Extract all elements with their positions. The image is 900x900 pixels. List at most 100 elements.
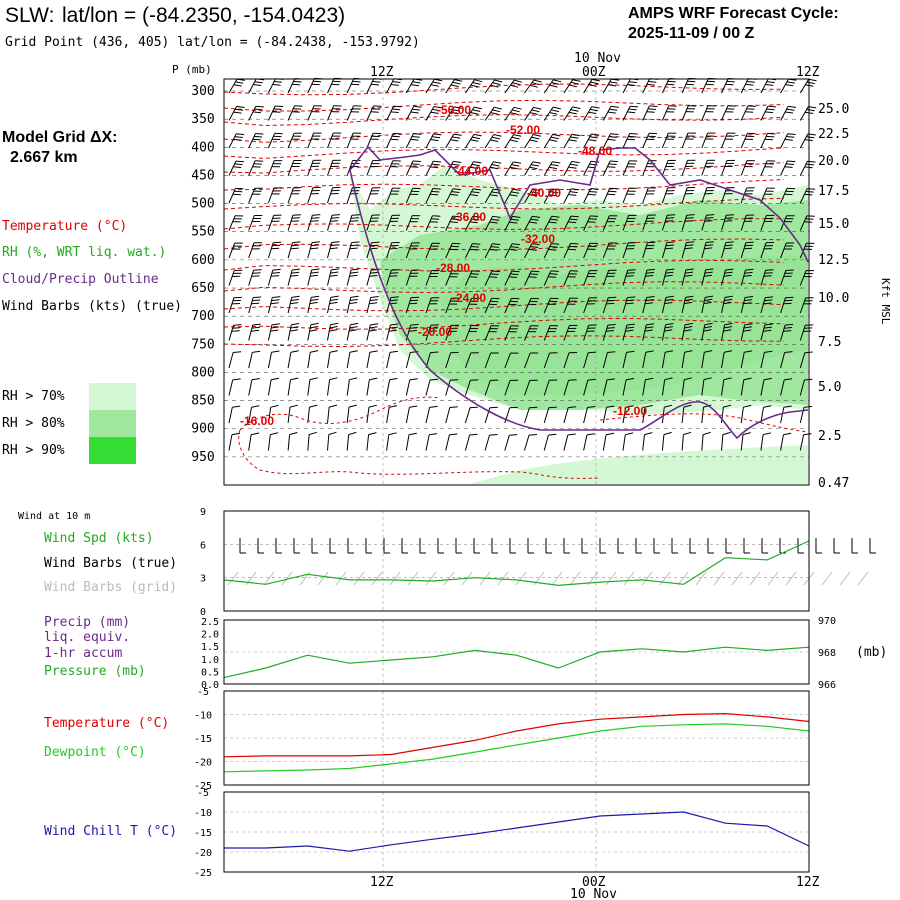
wind-barb-flag <box>270 302 279 305</box>
wind-barb <box>445 161 454 176</box>
wind-barb-flag <box>705 83 714 86</box>
wind-barb <box>484 380 491 396</box>
wind-spd-label: Wind Spd (kts) <box>44 531 154 546</box>
time-tick-top-1: 00Z <box>582 65 606 80</box>
wind-barb-flag <box>587 406 596 408</box>
wind-barb-flag <box>393 132 402 135</box>
temperature-label: Temperature (°C) <box>44 716 169 731</box>
wind-barb-flag <box>589 191 598 193</box>
wind-barb <box>267 215 275 231</box>
wind-barb-flag <box>450 139 459 142</box>
grid-barb <box>731 571 743 586</box>
wind-barb-flag <box>255 133 264 135</box>
legend-wind: Wind Barbs (kts) (true) <box>2 299 182 314</box>
wind-barb-flag <box>664 247 674 250</box>
wind-barb-flag <box>588 351 597 354</box>
windchill-panel: Wind Chill T (°C) -5 -10 -15 -20 -25 12Z 00Z… <box>44 788 820 900</box>
wind-barb-flag <box>531 243 540 245</box>
wind-barb <box>740 215 747 231</box>
wind-barb-flag <box>291 217 300 219</box>
wind-barb <box>386 379 391 396</box>
wind-barb <box>287 160 295 176</box>
wind-barb-flag <box>665 220 674 222</box>
wind-barb-flag <box>532 215 541 218</box>
wind-barb-flag <box>329 377 338 381</box>
wind-barb-flag <box>290 274 299 277</box>
wind-barb-flag <box>513 161 522 164</box>
wind-barb-flag <box>491 191 500 194</box>
wind-barb-flag <box>454 79 463 82</box>
wind-barb <box>464 215 474 231</box>
time-tick-bottom-2: 12Z <box>796 875 820 890</box>
wind-barbs-true-label: Wind Barbs (true) <box>44 556 177 571</box>
isotherm-line <box>223 162 785 174</box>
wind-barb-flag <box>311 217 320 219</box>
wind-barb-flag <box>351 241 360 244</box>
wind-barb <box>464 380 471 396</box>
pressure-tick: 350 <box>191 112 214 127</box>
pressure-series <box>223 646 810 679</box>
isotherm-label: -36.00 <box>452 210 486 224</box>
wind-barb <box>248 297 254 314</box>
wind-barb-flag <box>743 377 752 381</box>
wind-barb-flag <box>610 160 619 163</box>
isotherm-lines <box>223 83 785 348</box>
wind-barb-flag <box>492 82 501 86</box>
wind-barb-flag <box>470 139 479 142</box>
grid-wind-barbs <box>227 571 869 586</box>
temperature-panel-frame <box>223 690 810 786</box>
wind-barb <box>661 242 668 259</box>
wind-barb-flag <box>271 377 280 381</box>
wind-barb <box>681 132 689 149</box>
wind-barb-flag <box>449 433 458 436</box>
wind-barb <box>583 352 589 369</box>
wind-barb <box>267 269 274 286</box>
rh90-swatch <box>89 437 136 464</box>
height-tick: 12.5 <box>818 253 849 268</box>
wind-barb-flag <box>685 83 695 86</box>
wind-barb-flag <box>370 244 379 247</box>
grid-barb <box>371 571 383 586</box>
wind-barb <box>464 298 472 314</box>
wind-barb-flag <box>410 299 419 302</box>
pressure-line <box>223 646 810 679</box>
wind-barb <box>504 216 513 231</box>
wind-barb-flag <box>310 274 319 277</box>
wind-barb-flag <box>705 295 714 298</box>
wind-barb <box>228 78 238 94</box>
wind-barb <box>287 215 294 231</box>
wind-barb <box>524 188 533 204</box>
wind-barb-flag <box>531 82 540 86</box>
wind-barb-flag <box>452 188 461 191</box>
wind-barb-flag <box>550 164 559 167</box>
isotherm-closed <box>238 396 601 479</box>
wind-barb <box>386 187 393 204</box>
wind-barb-flag <box>332 80 341 83</box>
wind-barb-flag <box>413 133 422 135</box>
wind-barb-flag <box>531 109 540 113</box>
wind-barb-flag <box>330 322 339 326</box>
wind-barb <box>228 242 236 259</box>
temperature-y-ticks: -5 -10 -15 -20 -25 <box>194 687 212 792</box>
wind-barb-flag <box>251 302 260 305</box>
windchill-panel-frame <box>223 791 810 873</box>
wind-barb <box>504 188 514 204</box>
wind-barb-flag <box>743 404 752 408</box>
wind-barb-flag <box>511 270 520 273</box>
wind-barb-flag <box>666 217 675 219</box>
wind-barb-flag <box>803 405 813 408</box>
wind-barb-flag <box>531 164 540 167</box>
wind-barb-flag <box>408 330 417 332</box>
wind-barb-flag <box>666 241 675 244</box>
wind-barb-flag <box>509 166 518 170</box>
wind-barb-flag <box>627 111 636 114</box>
wind-barb <box>740 105 749 121</box>
grid-barb <box>227 571 239 586</box>
station-id: SLW: <box>5 4 54 27</box>
windchill-y-tick: -5 <box>197 788 209 799</box>
wind-barb-flag <box>410 166 419 168</box>
wind-barb-flag <box>570 81 579 85</box>
wind-barb <box>602 379 608 396</box>
wind-barb-flag <box>626 323 635 326</box>
wind-barb-flag <box>450 245 459 248</box>
